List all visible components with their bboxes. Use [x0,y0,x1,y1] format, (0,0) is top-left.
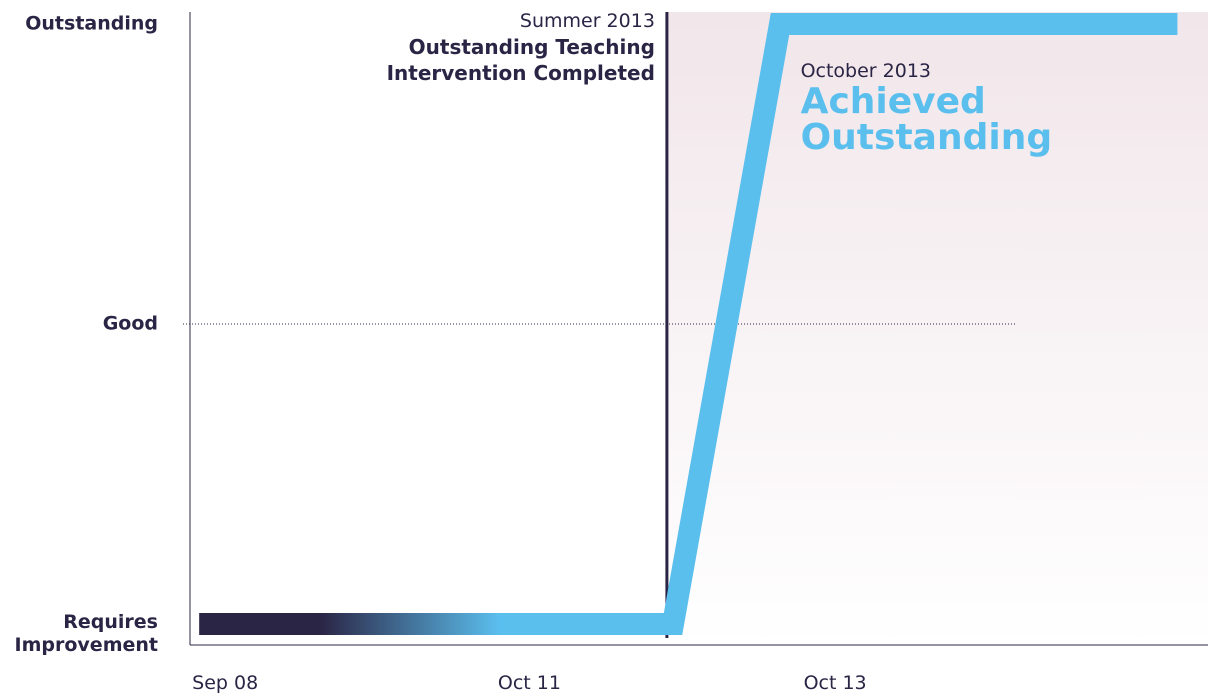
x-tick-label: Oct 13 [803,672,867,694]
annotation: October 2013 Achieved Outstanding [801,58,1061,156]
line-series [199,13,1178,635]
annotation: Summer 2013 Outstanding Teaching Interven… [355,8,655,86]
annotation-text: Outstanding Teaching Intervention Comple… [386,35,655,85]
x-tick-label: Oct 11 [497,672,561,694]
annotation-date: October 2013 [800,60,932,82]
annotation-date: Summer 2013 [519,10,655,32]
y-tick-label: Requires Improvement [14,611,158,656]
annotation-text: Achieved Outstanding [800,81,1053,158]
y-tick-label: Good [102,312,158,335]
x-tick-label: Sep 08 [192,672,259,694]
y-tick-label: Outstanding [25,12,158,35]
